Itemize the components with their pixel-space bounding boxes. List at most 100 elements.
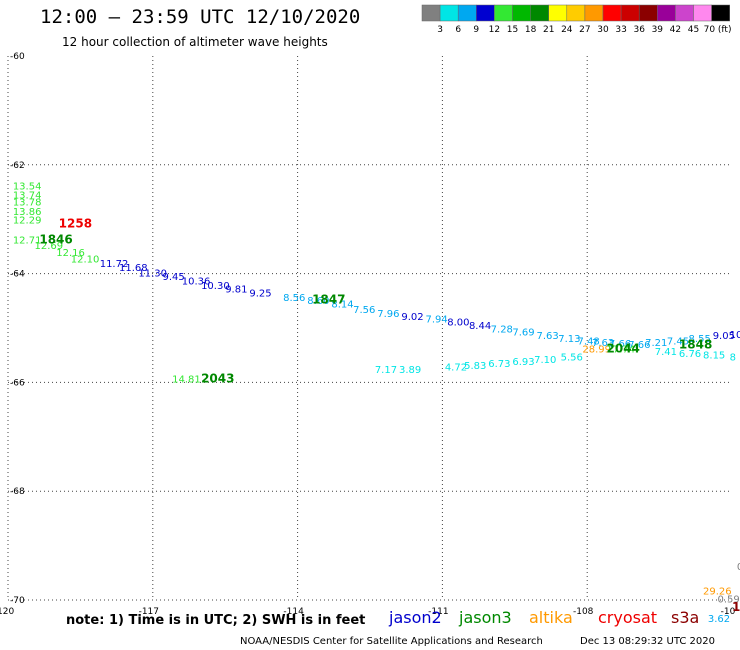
wave-height-label: 7.63	[592, 338, 614, 349]
wave-height-label: 11.72	[100, 259, 129, 270]
legend-swatch	[657, 4, 676, 22]
legend-swatch	[711, 4, 730, 22]
wave-height-label: 9.05	[713, 331, 735, 342]
wave-height-label: 11.68	[119, 263, 148, 274]
wave-height-label: 0.59	[718, 595, 740, 606]
legend-swatch	[548, 4, 568, 22]
satellite-s3a: s3a	[671, 608, 700, 627]
wave-height-label: 8.60	[307, 296, 329, 307]
y-tick-label: -64	[10, 270, 25, 280]
legend-label: 27	[579, 25, 590, 35]
legend-swatch	[457, 4, 477, 22]
wave-height-label: 9.45	[162, 272, 184, 283]
pass-time-label: 1258	[59, 216, 92, 230]
wave-height-label: 8.15	[703, 350, 725, 361]
page-subtitle: 12 hour collection of altimeter wave hei…	[62, 35, 328, 49]
legend-swatch	[602, 4, 622, 22]
x-tick-label: -117	[139, 607, 159, 617]
legend-label: 42	[670, 25, 681, 35]
wave-height-label: 0	[737, 562, 740, 573]
wave-height-label: 13.74	[13, 191, 42, 202]
wave-height-label: 8.55	[689, 334, 711, 345]
x-tick-label: -114	[283, 607, 304, 617]
legend-label: 3	[437, 25, 443, 35]
wave-height-label: 7.13	[558, 334, 580, 345]
wave-height-label: 12.69	[35, 241, 64, 252]
wave-height-label: 7.96	[377, 309, 399, 320]
legend-labels: 3 6 9 12 15 18 21 24 27 30 33 36 39 42 45 70 (ft)	[437, 25, 731, 35]
wave-height-label: 10.36	[182, 276, 211, 287]
wave-height-label: 17.74	[607, 344, 636, 355]
wave-height-label: 7.63	[537, 331, 559, 342]
wave-height-label: 7.66	[628, 340, 650, 351]
legend-swatch	[638, 4, 658, 22]
pass-time-label: 2043	[201, 371, 234, 385]
legend-label: 6	[455, 25, 461, 35]
legend-swatch	[512, 4, 531, 22]
grid-lines	[7, 56, 732, 601]
legend-swatch	[584, 4, 604, 22]
legend-label: 39	[652, 25, 664, 35]
x-tick-label: -10	[721, 607, 736, 617]
legend-label: 9	[473, 25, 479, 35]
x-tick-label: -108	[573, 607, 594, 617]
pass-time-label: 15	[732, 600, 740, 614]
wave-height-label: 12.71	[13, 236, 42, 247]
wave-height-label: 7.17	[375, 365, 397, 376]
pass-time-labels: 1258 1846 1847 1848 2044 2043 15	[39, 216, 740, 614]
wave-height-label: 7.10	[534, 355, 556, 366]
legend-label: 15	[507, 25, 518, 35]
y-tick-label: -68	[10, 487, 25, 497]
wave-height-label: 4.72	[445, 362, 467, 373]
wave-height-label: 8.44	[469, 321, 491, 332]
legend-label: 45	[688, 25, 699, 35]
footer-note: note: 1) Time is in UTC; 2) SWH is in fe…	[66, 613, 366, 628]
legend-label: 70 (ft)	[704, 25, 732, 35]
footer-timestamp: Dec 13 08:29:32 UTC 2020	[580, 636, 715, 647]
legend-swatch	[566, 4, 586, 22]
pass-time-label: 1848	[679, 338, 712, 352]
legend-label: 33	[615, 25, 626, 35]
wave-height-label: 9.02	[401, 312, 423, 323]
wave-height-label: 5.83	[464, 361, 486, 372]
wave-height-label: 10.30	[201, 281, 230, 292]
wave-height-label: 12.29	[13, 216, 42, 227]
axis-ticks: -120 -117 -114 -111 -108 -10 -60 -62 -64 -66 -68 -7…	[0, 52, 736, 617]
x-tick-label: -120	[0, 607, 14, 617]
legend-swatch	[494, 4, 513, 22]
satellite-jason2: jason2	[389, 608, 442, 627]
wave-height-label: 10.0	[730, 330, 740, 341]
wave-height-label: 7.45	[667, 336, 689, 347]
wave-height-label: 9.81	[225, 285, 247, 296]
pass-time-label: 1847	[312, 293, 345, 307]
legend-swatch	[421, 4, 441, 22]
wave-height-label: 7.48	[578, 336, 600, 347]
wave-height-label: 12.16	[56, 248, 85, 259]
wave-height-label: 8	[730, 353, 736, 364]
legend-swatch	[675, 4, 694, 22]
wave-height-label: 8.14	[331, 299, 353, 310]
wave-height-label: 5.56	[561, 353, 583, 364]
wave-height-label: 7.94	[426, 315, 448, 326]
wave-height-label: 28.99	[582, 344, 611, 355]
legend-swatch	[620, 4, 640, 22]
wave-height-label: 6.93	[512, 357, 534, 368]
legend-label: 18	[525, 25, 537, 35]
wave-height-label: 3.89	[399, 365, 421, 376]
legend-label: 12	[489, 25, 500, 35]
wave-height-label: 7.28	[491, 324, 513, 335]
wave-height-label: 13.86	[13, 207, 42, 218]
pass-time-label: 2044	[607, 341, 640, 355]
y-tick-label: -60	[10, 52, 25, 62]
wave-height-label: 13.78	[13, 198, 42, 209]
wave-height-label: 3.62	[708, 614, 730, 625]
satellite-cryosat: cryosat	[598, 608, 658, 627]
legend-swatch	[439, 4, 459, 22]
legend-label: 36	[633, 25, 645, 35]
wave-height-label: 7.69	[512, 328, 534, 339]
legend-label: 24	[561, 25, 573, 35]
y-tick-label: -66	[10, 378, 25, 388]
legend-swatch	[530, 4, 549, 22]
